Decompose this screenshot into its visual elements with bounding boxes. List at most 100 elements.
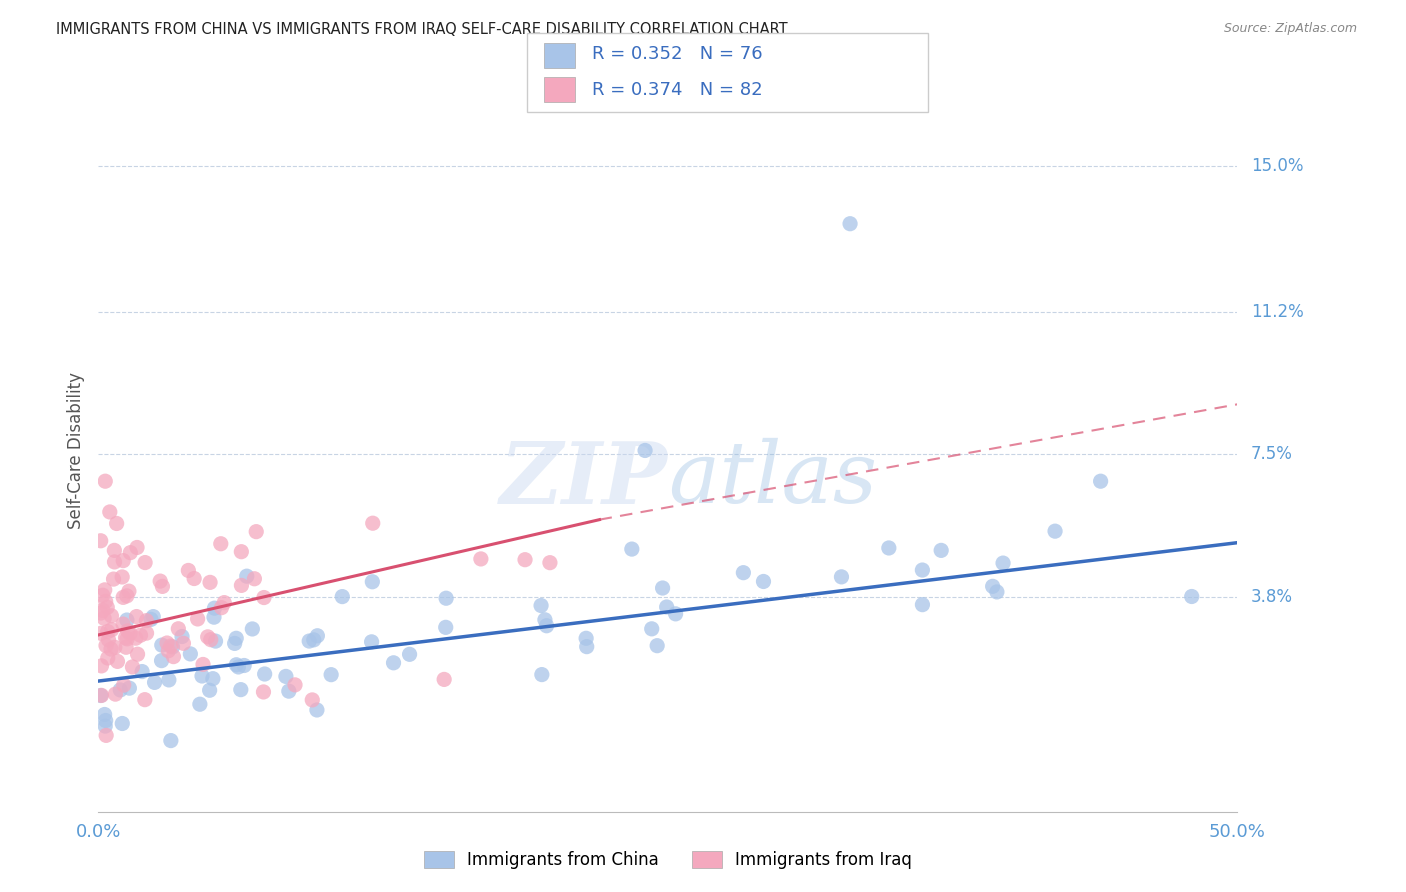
Legend: Immigrants from China, Immigrants from Iraq: Immigrants from China, Immigrants from I… bbox=[416, 844, 920, 876]
Point bbox=[96, 600, 118, 615]
Point bbox=[139, 612, 162, 626]
Point bbox=[243, 572, 266, 586]
Point bbox=[110, 682, 132, 697]
Point bbox=[191, 669, 214, 683]
Point bbox=[830, 570, 852, 584]
Point bbox=[274, 669, 297, 683]
Point bbox=[645, 639, 668, 653]
Point bbox=[93, 582, 115, 597]
Point bbox=[142, 609, 165, 624]
Point bbox=[330, 590, 353, 604]
Point bbox=[105, 516, 128, 531]
Point bbox=[245, 524, 267, 539]
Point bbox=[911, 598, 934, 612]
Point bbox=[118, 626, 141, 640]
Point bbox=[253, 667, 276, 681]
Text: 11.2%: 11.2% bbox=[1251, 303, 1303, 321]
Text: R = 0.374   N = 82: R = 0.374 N = 82 bbox=[592, 81, 762, 99]
Point bbox=[1090, 474, 1112, 488]
Point bbox=[120, 546, 142, 560]
Point bbox=[198, 575, 221, 590]
Point bbox=[170, 630, 193, 644]
Text: 15.0%: 15.0% bbox=[1251, 157, 1303, 175]
Point bbox=[143, 675, 166, 690]
Point bbox=[121, 660, 143, 674]
Point bbox=[111, 716, 134, 731]
Point bbox=[103, 543, 125, 558]
Point bbox=[733, 566, 755, 580]
Point bbox=[107, 654, 129, 668]
Point bbox=[93, 707, 115, 722]
Point bbox=[200, 632, 222, 647]
Point bbox=[135, 614, 157, 628]
Point bbox=[114, 631, 136, 645]
Point bbox=[125, 609, 148, 624]
Point bbox=[225, 632, 247, 646]
Point bbox=[97, 624, 120, 639]
Point bbox=[212, 596, 235, 610]
Point bbox=[1181, 590, 1204, 604]
Point bbox=[115, 589, 138, 603]
Point bbox=[90, 606, 112, 620]
Point bbox=[127, 647, 149, 661]
Point bbox=[115, 632, 138, 646]
Point bbox=[655, 599, 678, 614]
Point bbox=[112, 553, 135, 567]
Point bbox=[382, 656, 405, 670]
Point bbox=[97, 651, 120, 665]
Point bbox=[104, 687, 127, 701]
Point bbox=[361, 574, 384, 589]
Text: Source: ZipAtlas.com: Source: ZipAtlas.com bbox=[1223, 22, 1357, 36]
Point bbox=[115, 613, 138, 627]
Point bbox=[538, 556, 561, 570]
Text: 3.8%: 3.8% bbox=[1251, 588, 1294, 606]
Point bbox=[103, 555, 125, 569]
Text: IMMIGRANTS FROM CHINA VS IMMIGRANTS FROM IRAQ SELF-CARE DISABILITY CORRELATION C: IMMIGRANTS FROM CHINA VS IMMIGRANTS FROM… bbox=[56, 22, 787, 37]
Point bbox=[301, 693, 323, 707]
Point bbox=[224, 636, 246, 650]
Text: atlas: atlas bbox=[668, 438, 877, 521]
Point bbox=[253, 591, 276, 605]
Point bbox=[470, 552, 492, 566]
Point bbox=[305, 703, 328, 717]
Point bbox=[90, 533, 112, 548]
Point bbox=[94, 474, 117, 488]
Point bbox=[98, 505, 121, 519]
Point bbox=[434, 620, 457, 634]
Point bbox=[187, 612, 209, 626]
Point bbox=[150, 638, 173, 652]
Point bbox=[97, 632, 120, 647]
Point bbox=[513, 552, 536, 566]
Point bbox=[225, 657, 247, 672]
Point bbox=[191, 657, 214, 672]
Point bbox=[209, 537, 232, 551]
Point bbox=[115, 640, 138, 655]
Point bbox=[634, 443, 657, 458]
Point bbox=[129, 628, 152, 642]
Point bbox=[641, 622, 664, 636]
Point bbox=[398, 648, 420, 662]
Point bbox=[434, 591, 457, 606]
Point bbox=[159, 639, 181, 653]
Point bbox=[90, 626, 112, 640]
Point bbox=[135, 626, 157, 640]
Point bbox=[149, 574, 172, 588]
Point bbox=[1043, 524, 1066, 538]
Point bbox=[162, 640, 184, 654]
Point bbox=[321, 667, 343, 681]
Point bbox=[231, 544, 253, 558]
Text: R = 0.352   N = 76: R = 0.352 N = 76 bbox=[592, 45, 762, 63]
Point bbox=[157, 644, 180, 658]
Point bbox=[240, 622, 263, 636]
Point bbox=[125, 541, 148, 555]
Point bbox=[117, 624, 139, 638]
Point bbox=[177, 564, 200, 578]
Point bbox=[211, 600, 233, 615]
Point bbox=[112, 591, 135, 605]
Point bbox=[236, 569, 259, 583]
Point bbox=[197, 630, 219, 644]
Point bbox=[991, 556, 1014, 570]
Point bbox=[911, 563, 934, 577]
Point bbox=[530, 667, 553, 681]
Point bbox=[91, 603, 114, 617]
